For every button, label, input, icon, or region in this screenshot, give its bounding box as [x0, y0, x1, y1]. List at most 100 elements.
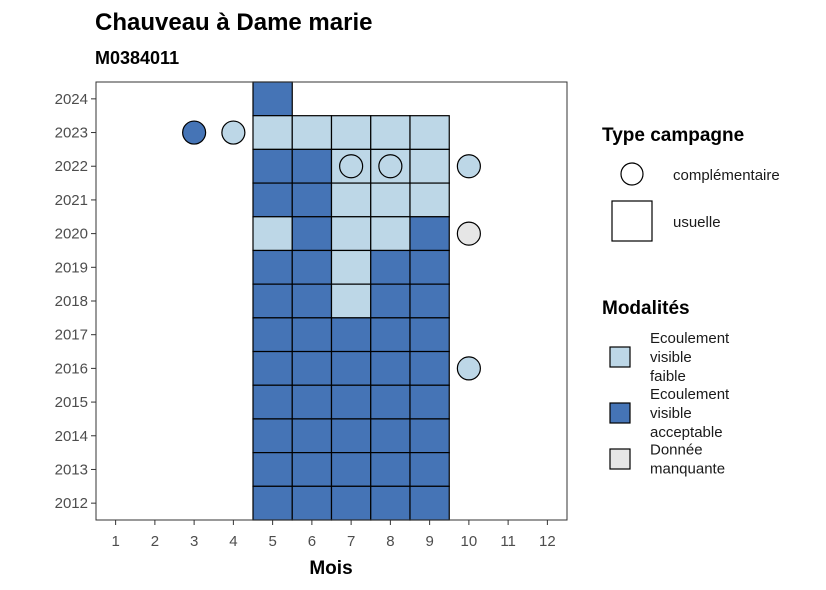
cell-usuelle-6-2014: [291, 418, 333, 454]
cell-usuelle-6-2015: [291, 384, 333, 420]
x-axis: 1 2 3 4 5 6 7 8 9 10 11 12: [111, 520, 556, 550]
cell-usuelle-7-2023: [330, 115, 372, 150]
cell-usuelle-6-2012: [291, 485, 333, 521]
cell-usuelle-9-2021: [409, 182, 450, 218]
cell-usuelle-5-2017: [252, 317, 293, 353]
cell-usuelle-8-2020: [370, 216, 411, 252]
plot-area: [95, 81, 568, 521]
x-tick-label: 2: [151, 533, 159, 550]
legend-label-manquante: manquante: [650, 461, 725, 478]
cell-usuelle-7-2013: [330, 452, 372, 487]
point-complementaire-4-2023: [221, 120, 246, 145]
y-tick-label: 2012: [55, 495, 88, 512]
cell-usuelle-8-2021: [370, 182, 411, 218]
cell-usuelle-5-2015: [252, 384, 293, 420]
cell-usuelle-6-2018: [291, 283, 333, 319]
cell-usuelle-9-2013: [409, 452, 450, 487]
legend-shape-title: Type campagne: [602, 125, 744, 146]
cell-usuelle-9-2018: [409, 283, 450, 319]
legend-key-faible: [609, 346, 631, 368]
y-axis: 2012 2013 2014 2015 2016 2017 2018 2019 2020 2021…: [55, 91, 96, 512]
x-tick-label: 11: [500, 533, 516, 550]
cell-usuelle-7-2021: [330, 182, 372, 218]
legend-key-manquante: [609, 448, 631, 470]
cell-usuelle-9-2017: [409, 317, 450, 353]
cell-usuelle-8-2016: [370, 350, 411, 386]
cell-usuelle-6-2022: [291, 148, 333, 184]
cell-usuelle-6-2021: [291, 182, 333, 218]
cell-usuelle-9-2020: [409, 216, 450, 252]
legend-label-acceptable: acceptable: [650, 424, 723, 441]
point-complementaire-10-2022: [456, 154, 481, 179]
y-tick-label: 2021: [55, 192, 88, 209]
cell-usuelle-6-2016: [291, 350, 333, 386]
legend-label-acceptable: Ecoulement: [650, 386, 730, 403]
point-complementaire-10-2020: [456, 221, 481, 246]
cell-usuelle-9-2012: [409, 485, 450, 521]
legend-key-acceptable: [609, 402, 631, 424]
point-complementaire-10-2016: [456, 356, 481, 381]
cell-usuelle-8-2014: [370, 418, 411, 454]
x-axis-title: Mois: [309, 558, 352, 579]
cell-usuelle-5-2023: [252, 115, 293, 150]
cell-usuelle-9-2016: [409, 350, 450, 386]
y-tick-label: 2016: [55, 360, 88, 377]
cell-usuelle-5-2021: [252, 182, 293, 218]
x-tick-label: 1: [111, 533, 119, 550]
legend-label-manquante: Donnée: [650, 442, 703, 459]
x-tick-label: 5: [268, 533, 276, 550]
cell-usuelle-6-2019: [291, 249, 333, 285]
cell-usuelle-7-2014: [330, 418, 372, 454]
legend-label-faible: Ecoulement: [650, 330, 730, 347]
cell-usuelle-7-2020: [330, 216, 372, 252]
x-tick-label: 4: [229, 533, 237, 550]
cell-usuelle-6-2017: [291, 317, 333, 353]
legend-label-faible: visible: [650, 349, 692, 366]
y-tick-label: 2013: [55, 461, 88, 478]
cell-usuelle-7-2012: [330, 485, 372, 521]
cell-usuelle-5-2019: [252, 249, 293, 285]
cell-usuelle-9-2014: [409, 418, 450, 454]
point-complementaire-3-2023: [182, 120, 207, 145]
legend-shape: complémentaire usuelle: [611, 162, 780, 242]
x-tick-label: 12: [539, 533, 556, 550]
x-tick-label: 7: [347, 533, 355, 550]
cell-usuelle-5-2018: [252, 283, 293, 319]
cell-usuelle-6-2013: [291, 452, 333, 487]
cell-usuelle-5-2022: [252, 148, 293, 184]
cell-usuelle-6-2020: [291, 216, 333, 252]
x-tick-label: 6: [308, 533, 316, 550]
x-tick-label: 10: [461, 533, 478, 550]
x-tick-label: 9: [425, 533, 433, 550]
legend-fill-title: Modalités: [602, 298, 690, 319]
cell-usuelle-8-2019: [370, 249, 411, 285]
y-tick-label: 2024: [55, 91, 88, 108]
cell-usuelle-8-2017: [370, 317, 411, 353]
legend-shape-label: usuelle: [673, 214, 721, 231]
cell-usuelle-5-2013: [252, 452, 293, 487]
chart-subtitle: M0384011: [95, 48, 179, 68]
legend-shape-label: complémentaire: [673, 167, 780, 184]
legend-label-acceptable: visible: [650, 405, 692, 422]
cell-usuelle-5-2014: [252, 418, 293, 454]
y-tick-label: 2017: [55, 327, 88, 344]
legend-circle-key: [620, 162, 644, 186]
cell-usuelle-9-2019: [409, 249, 450, 285]
y-tick-label: 2022: [55, 158, 88, 175]
legend-label-faible: faible: [650, 368, 686, 385]
chart-title: Chauveau à Dame marie: [95, 9, 372, 36]
x-tick-label: 8: [386, 533, 394, 550]
x-tick-label: 3: [190, 533, 198, 550]
legend-fill: EcoulementvisiblefaibleEcoulementvisible…: [609, 330, 730, 478]
y-tick-label: 2019: [55, 259, 88, 276]
cell-usuelle-8-2015: [370, 384, 411, 420]
y-tick-label: 2015: [55, 394, 88, 411]
cell-usuelle-7-2016: [330, 350, 372, 386]
cell-usuelle-7-2015: [330, 384, 372, 420]
y-tick-label: 2018: [55, 293, 88, 310]
cell-usuelle-5-2020: [252, 216, 293, 252]
y-tick-label: 2014: [55, 428, 88, 445]
cell-usuelle-5-2024: [252, 81, 293, 117]
cell-usuelle-8-2018: [370, 283, 411, 319]
